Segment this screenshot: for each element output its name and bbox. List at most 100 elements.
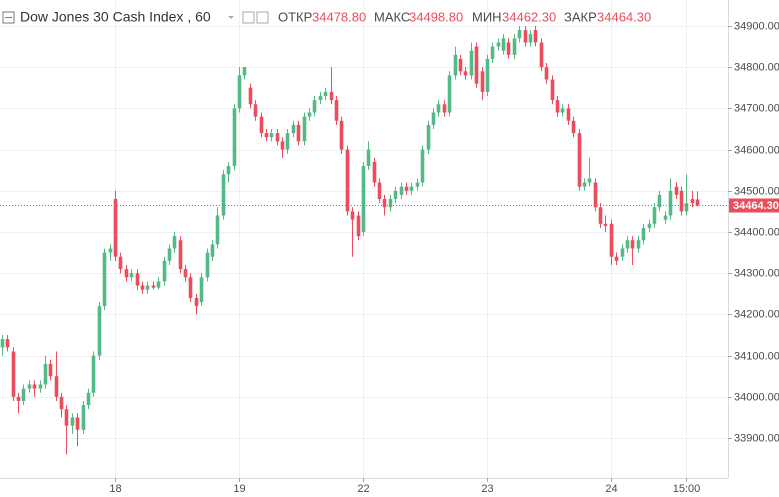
candle-body bbox=[339, 120, 344, 150]
candle-body bbox=[334, 100, 339, 121]
candle-body bbox=[528, 34, 533, 43]
candle-body bbox=[533, 30, 538, 43]
candle-body bbox=[415, 182, 420, 187]
candle-body bbox=[485, 58, 490, 92]
candle-body bbox=[54, 376, 59, 397]
candle-body bbox=[382, 199, 387, 208]
x-tick-label: 23 bbox=[481, 483, 493, 495]
candle-body bbox=[420, 149, 425, 183]
candle-body bbox=[312, 100, 317, 113]
candle-body bbox=[318, 96, 323, 101]
candle-body bbox=[27, 384, 32, 389]
candle-body bbox=[242, 67, 247, 76]
plot-area bbox=[0, 0, 728, 478]
candle-body bbox=[356, 215, 361, 237]
candle-body bbox=[539, 42, 544, 68]
candle-body bbox=[205, 252, 210, 278]
candle-body bbox=[64, 409, 69, 426]
candle-body bbox=[582, 182, 587, 187]
candle-body bbox=[609, 223, 614, 257]
candle-body bbox=[248, 87, 253, 105]
last-price-box bbox=[729, 198, 779, 213]
y-tick-label: 34600.00 bbox=[734, 144, 779, 156]
x-tick-label: 19 bbox=[233, 483, 245, 495]
candle-body bbox=[269, 133, 274, 138]
candle-body bbox=[566, 108, 571, 121]
candle-body bbox=[560, 108, 565, 113]
candle-body bbox=[690, 199, 695, 204]
candle-body bbox=[506, 42, 511, 55]
y-tick-label: 34400.00 bbox=[734, 226, 779, 238]
candle-body bbox=[108, 248, 113, 253]
dropdown-icon[interactable] bbox=[228, 16, 234, 19]
candle-body bbox=[480, 71, 485, 92]
candle-body bbox=[501, 38, 506, 51]
x-tick-label: 18 bbox=[109, 483, 121, 495]
candle-body bbox=[280, 141, 285, 150]
candle-body bbox=[447, 75, 452, 113]
candle-body bbox=[517, 30, 522, 39]
candle-body bbox=[674, 186, 679, 195]
candle-body bbox=[323, 91, 328, 97]
candle-body bbox=[490, 46, 495, 59]
candle-body bbox=[496, 42, 501, 47]
candle-body bbox=[329, 91, 334, 101]
candle-body bbox=[625, 240, 630, 249]
ohlc-label: МАКС bbox=[374, 9, 410, 24]
candle-body bbox=[188, 277, 193, 298]
candle-body bbox=[285, 133, 290, 150]
ohlc-label: ЗАКР bbox=[564, 9, 597, 24]
candle-body bbox=[361, 166, 366, 232]
candle-body bbox=[172, 236, 177, 249]
candle-body bbox=[38, 384, 43, 389]
candle-body bbox=[399, 186, 404, 195]
candle-body bbox=[167, 248, 172, 261]
candle-body bbox=[11, 351, 16, 397]
settings-icon[interactable] bbox=[256, 11, 269, 24]
eye-icon[interactable] bbox=[242, 11, 255, 24]
candle-body bbox=[657, 194, 662, 208]
candle-body bbox=[210, 244, 215, 257]
candle-body bbox=[523, 30, 528, 43]
candle-body bbox=[679, 190, 684, 212]
candle-body bbox=[668, 190, 673, 216]
candle-body bbox=[614, 256, 619, 261]
candle-body bbox=[0, 339, 5, 348]
candle-body bbox=[469, 50, 474, 76]
ohlc-value: 34462.30 bbox=[502, 9, 556, 24]
candle-body bbox=[587, 178, 592, 183]
candle-body bbox=[555, 100, 560, 113]
candle-body bbox=[97, 306, 102, 356]
candle-body bbox=[221, 174, 226, 216]
candle-body bbox=[544, 67, 549, 80]
y-tick-label: 34300.00 bbox=[734, 267, 779, 279]
candle-body bbox=[16, 396, 21, 401]
candle-body bbox=[275, 133, 280, 142]
candle-body bbox=[372, 161, 377, 183]
collapse-icon[interactable] bbox=[2, 11, 15, 24]
candle-body bbox=[431, 112, 436, 125]
candle-body bbox=[194, 297, 199, 307]
chart-title: Dow Jones 30 Cash Index , 60 bbox=[20, 9, 211, 25]
candle-body bbox=[630, 240, 635, 249]
candle-body bbox=[59, 396, 64, 410]
y-tick-label: 34500.00 bbox=[734, 185, 779, 197]
candle-body bbox=[70, 417, 75, 426]
candle-body bbox=[162, 260, 167, 282]
candle-body bbox=[32, 384, 37, 389]
candle-body bbox=[393, 190, 398, 200]
candle-body bbox=[636, 240, 641, 249]
candle-body bbox=[253, 104, 258, 117]
candle-body bbox=[237, 75, 242, 109]
candle-body bbox=[124, 269, 129, 278]
candle-body bbox=[647, 223, 652, 228]
candle-body bbox=[43, 363, 48, 385]
candle-body bbox=[350, 211, 355, 220]
candle-body bbox=[641, 227, 646, 241]
candle-body bbox=[86, 392, 91, 406]
candle-body bbox=[603, 223, 608, 226]
candle-body bbox=[571, 120, 576, 134]
candle-body bbox=[652, 207, 657, 224]
